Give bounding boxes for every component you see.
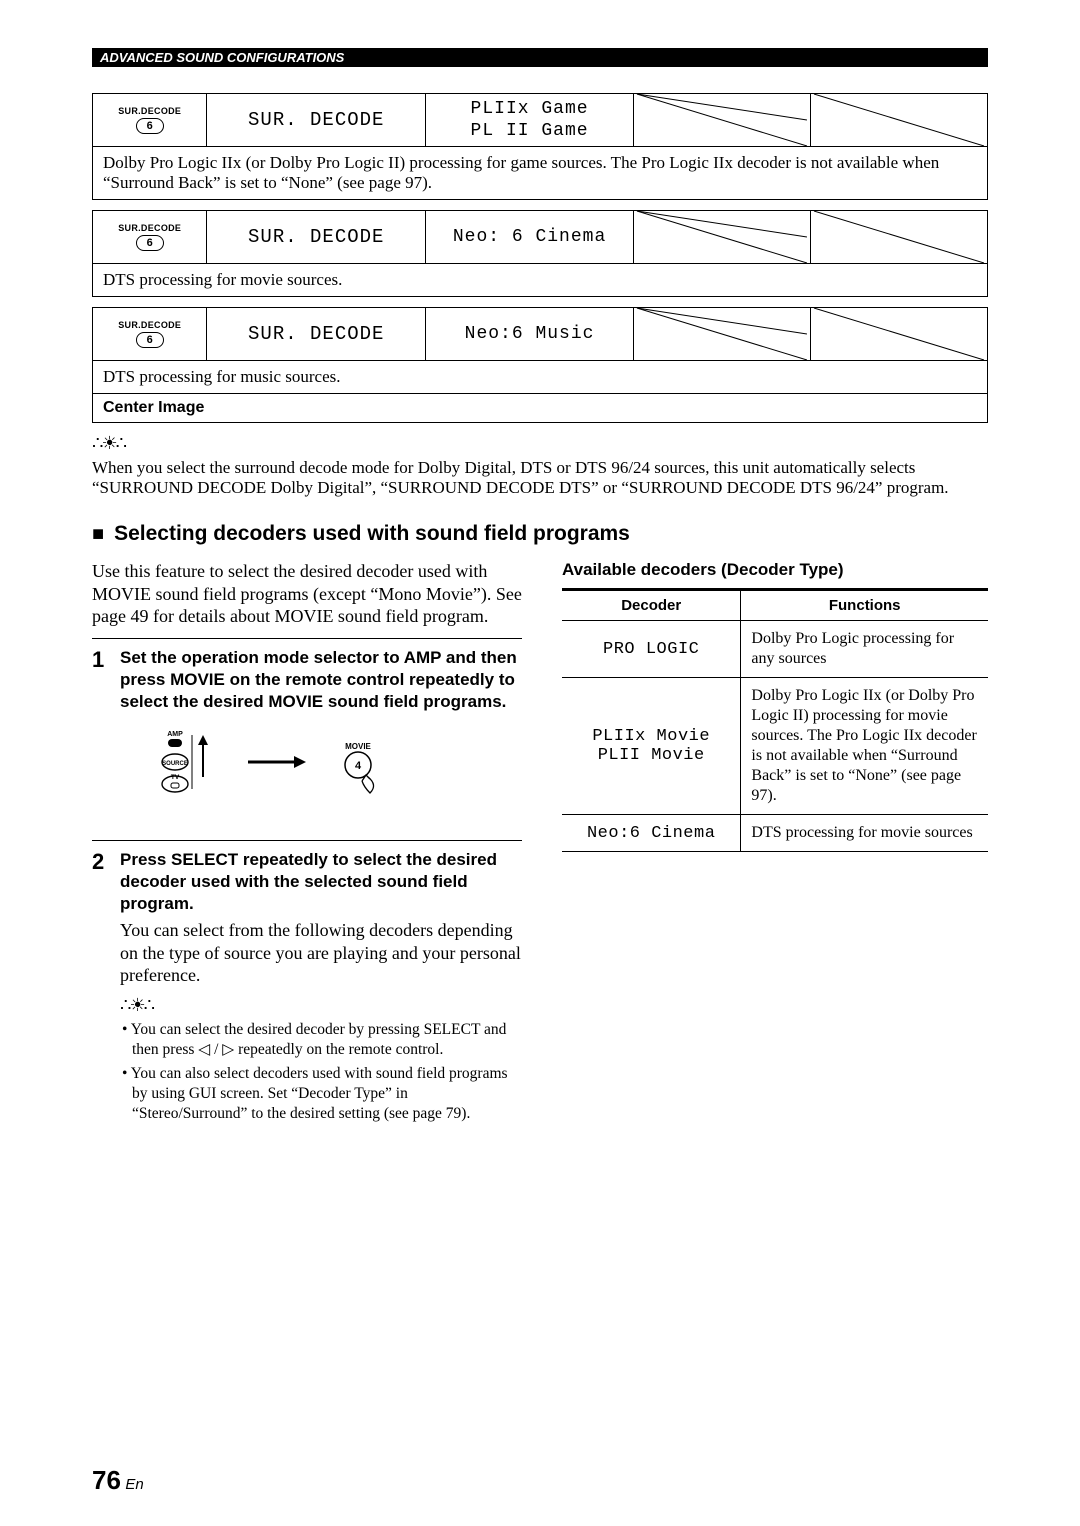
option-cell: Neo:6 Music: [426, 308, 634, 361]
th-decoder: Decoder: [562, 590, 741, 621]
step-2: 2 Press SELECT repeatedly to select the …: [92, 840, 522, 1124]
page-number: 76 En: [92, 1465, 144, 1496]
pattern-cell: [811, 94, 988, 147]
remote-diagram: AMP SOURCE TV MOVIE: [148, 727, 522, 812]
decoder-fn: Dolby Pro Logic processing for any sourc…: [741, 621, 988, 678]
button-label: SUR.DECODE: [97, 223, 202, 233]
decoder-table: Decoder Functions PRO LOGIC Dolby Pro Lo…: [562, 588, 988, 852]
hint-icon: ∴☀∴: [92, 433, 988, 454]
decoder-fn: DTS processing for movie sources: [741, 815, 988, 852]
source-label: SOURCE: [162, 761, 188, 767]
pattern-cell: [634, 308, 811, 361]
button-icon: 6: [136, 332, 164, 348]
mode-table-1: SUR.DECODE 6 SUR. DECODE PLIIx Game PL I…: [92, 93, 988, 200]
hint-icon: ∴☀∴: [120, 995, 522, 1016]
page-num-value: 76: [92, 1465, 121, 1495]
option-cell: PLIIx Game PL II Game: [426, 94, 634, 147]
pattern-cell: [634, 94, 811, 147]
left-column: Use this feature to select the desired d…: [92, 560, 522, 1138]
tv-label: TV: [171, 774, 180, 781]
pattern-cell: [811, 211, 988, 264]
th-functions: Functions: [741, 590, 988, 621]
button-label: SUR.DECODE: [97, 320, 202, 330]
sub-hint-2: • You can also select decoders used with…: [120, 1064, 522, 1124]
available-decoders-title: Available decoders (Decoder Type): [562, 560, 988, 580]
button-cell: SUR.DECODE 6: [93, 94, 207, 147]
table-row: PRO LOGIC Dolby Pro Logic processing for…: [562, 621, 988, 678]
movie-num: 4: [355, 760, 362, 772]
step-number: 1: [92, 647, 120, 826]
button-label: SUR.DECODE: [97, 106, 202, 116]
decode-cell: SUR. DECODE: [207, 308, 426, 361]
pattern-cell: [634, 211, 811, 264]
desc-text: DTS processing for movie sources.: [93, 264, 988, 297]
lcd-text: Neo:6 Music: [426, 323, 633, 346]
button-icon: 6: [136, 235, 164, 251]
right-column: Available decoders (Decoder Type) Decode…: [562, 560, 988, 1138]
pattern-cell: [811, 308, 988, 361]
hint-text: When you select the surround decode mode…: [92, 458, 988, 498]
lcd-text: SUR. DECODE: [248, 323, 384, 345]
button-cell: SUR.DECODE 6: [93, 308, 207, 361]
decoder-name: PLIIx Movie PLII Movie: [592, 727, 710, 765]
section-header: ADVANCED SOUND CONFIGURATIONS: [92, 48, 988, 67]
intro-text: Use this feature to select the desired d…: [92, 560, 522, 628]
button-icon: 6: [136, 118, 164, 134]
decoder-fn: Dolby Pro Logic IIx (or Dolby Pro Logic …: [741, 678, 988, 815]
button-cell: SUR.DECODE 6: [93, 211, 207, 264]
option-cell: Neo: 6 Cinema: [426, 211, 634, 264]
lcd-text: SUR. DECODE: [248, 109, 384, 131]
desc-text: DTS processing for music sources.: [93, 361, 988, 394]
step-instruction: Press SELECT repeatedly to select the de…: [120, 849, 522, 915]
square-bullet-icon: ■: [92, 523, 104, 545]
center-image-label: Center Image: [93, 394, 988, 423]
mode-table-2: SUR.DECODE 6 SUR. DECODE Neo: 6 Cinema D…: [92, 210, 988, 297]
movie-label: MOVIE: [345, 742, 371, 751]
step-number: 2: [92, 849, 120, 1124]
step-detail: You can select from the following decode…: [120, 919, 522, 987]
mode-table-3: SUR.DECODE 6 SUR. DECODE Neo:6 Music DTS…: [92, 307, 988, 423]
decoder-name: Neo:6 Cinema: [587, 824, 715, 843]
page-lang: En: [125, 1476, 143, 1493]
lcd-text: Neo: 6 Cinema: [426, 226, 633, 249]
decode-cell: SUR. DECODE: [207, 211, 426, 264]
lcd-text: SUR. DECODE: [248, 226, 384, 248]
decode-cell: SUR. DECODE: [207, 94, 426, 147]
section-title-text: Selecting decoders used with sound field…: [114, 522, 630, 545]
amp-label: AMP: [167, 731, 183, 738]
step-1: 1 Set the operation mode selector to AMP…: [92, 638, 522, 826]
section-title: ■ Selecting decoders used with sound fiel…: [92, 522, 988, 546]
table-row: PLIIx Movie PLII Movie Dolby Pro Logic I…: [562, 678, 988, 815]
table-row: Neo:6 Cinema DTS processing for movie so…: [562, 815, 988, 852]
decoder-name: PRO LOGIC: [603, 640, 699, 659]
sub-hint-1: • You can select the desired decoder by …: [120, 1020, 522, 1060]
lcd-text: PL II Game: [426, 120, 633, 143]
desc-text: Dolby Pro Logic IIx (or Dolby Pro Logic …: [93, 147, 988, 200]
lcd-text: PLIIx Game: [426, 98, 633, 121]
step-instruction: Set the operation mode selector to AMP a…: [120, 647, 522, 713]
